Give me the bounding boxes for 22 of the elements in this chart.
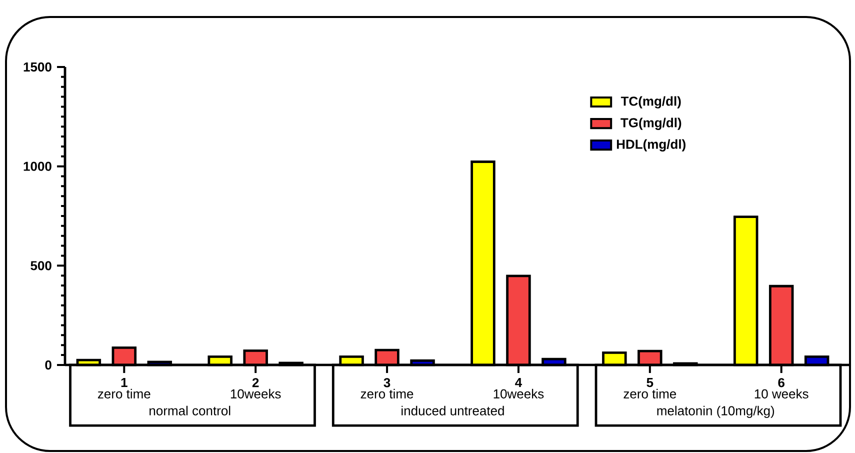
text: 10 weeks	[754, 388, 808, 398]
x-tick-label: 6	[778, 378, 784, 388]
text: melatonin (10mg/kg)	[657, 406, 774, 418]
text: zero time	[360, 388, 414, 398]
x-tick-label: 4	[515, 378, 522, 387]
text: 10weeks	[230, 388, 281, 398]
text: induced untreated	[402, 406, 504, 416]
text: normal control	[150, 406, 230, 416]
legend-label: TC(mg/dl)	[620, 96, 681, 108]
y-tick-label: 500	[30, 261, 52, 270]
y-tick-label: 1000	[24, 162, 52, 171]
x-tick-label: 2	[252, 378, 259, 388]
x-tick-label: 3	[384, 378, 390, 388]
y-tick-label: 1500	[24, 62, 52, 72]
legend-label: TG(mg/dl)	[620, 118, 682, 130]
y-tick-label: 0	[45, 360, 52, 370]
text: 10weeks	[494, 388, 544, 398]
text: zero time	[624, 388, 676, 398]
x-tick-label: 1	[121, 378, 128, 387]
legend-label: HDL(mg/dl)	[616, 139, 686, 152]
x-tick-label: 5	[646, 378, 654, 388]
text: zero time	[98, 388, 150, 398]
